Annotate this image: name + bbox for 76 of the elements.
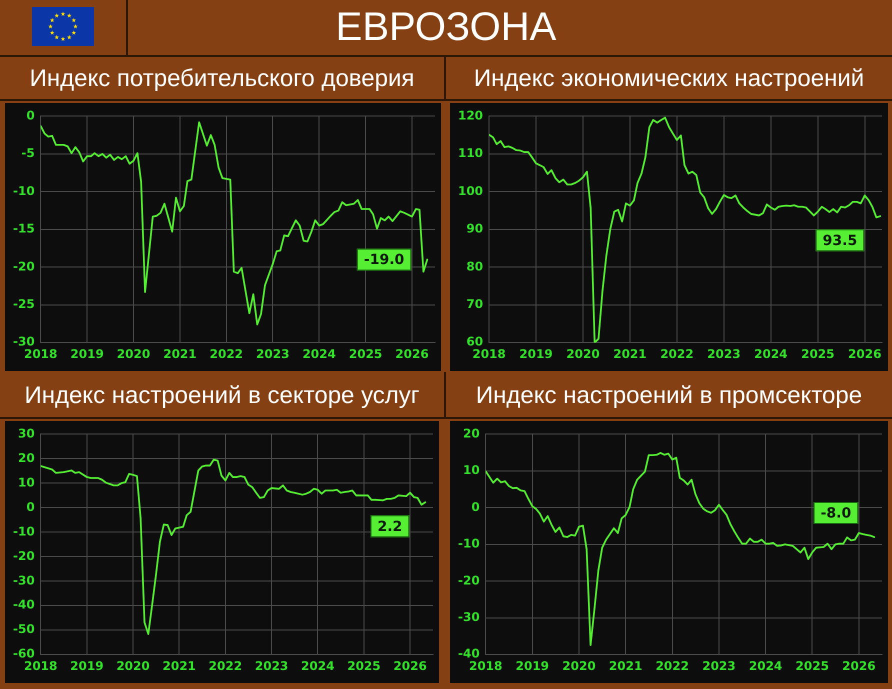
x-tick-label: 2019 [70,346,104,361]
x-tick-label: 2018 [24,658,58,673]
x-tick-label: 2024 [748,658,782,673]
x-tick-label: 2020 [116,346,150,361]
x-tick-label: 2023 [702,658,736,673]
x-tick-label: 2022 [660,346,694,361]
x-tick-label: 2020 [562,658,596,673]
y-tick-label: -40 [12,598,35,612]
chart-title: Индекс настроений в промсекторе [446,372,892,419]
y-tick-label: 0 [26,500,35,514]
y-tick-label: -10 [458,536,480,551]
y-tick-label: -15 [12,222,35,236]
y-tick-label: 120 [458,108,484,122]
annotation: 93.5 [822,232,858,249]
y-tick-label: 10 [462,463,480,478]
x-tick-label: 2018 [472,346,506,361]
y-tick-label: 20 [462,426,480,440]
y-tick-label: 0 [26,108,35,122]
x-tick-label: 2021 [163,346,197,361]
chart-title: Индекс экономических настроений [446,57,892,101]
x-tick-label: 2019 [70,658,104,673]
x-tick-label: 2024 [301,658,334,673]
x-tick-label: 2021 [608,658,642,673]
y-tick-label: 0 [471,500,480,514]
chart-title: Индекс потребительского доверия [0,57,446,101]
y-tick-label: -60 [12,646,35,661]
y-tick-label: -30 [12,334,35,349]
y-tick-label: -20 [12,259,35,274]
y-tick-label: -10 [12,524,35,538]
x-tick-label: 2020 [566,346,600,361]
y-tick-label: -50 [12,622,35,636]
y-tick-label: -5 [21,146,35,160]
x-tick-label: 2026 [848,346,882,361]
text: ЕВРОЗОНА [0,0,892,55]
x-tick-label: 2021 [162,658,196,673]
y-tick-label: -25 [12,296,35,311]
y-tick-label: 80 [466,259,484,274]
y-tick-label: -10 [12,184,35,198]
x-tick-label: 2022 [208,658,242,673]
x-tick-label: 2023 [254,658,288,673]
y-tick-label: 60 [466,334,484,349]
y-tick-label: -20 [458,573,480,588]
x-tick-label: 2024 [302,346,336,361]
y-tick-label: -40 [458,646,480,661]
x-tick-label: 2026 [393,658,427,673]
x-tick-label: 2019 [519,346,553,361]
y-tick-label: 20 [18,450,35,465]
y-tick-label: 70 [466,296,484,311]
x-tick-label: 2025 [796,658,829,673]
y-tick-label: 10 [18,475,35,490]
x-tick-label: 2025 [801,346,834,361]
x-tick-label: 2019 [516,658,550,673]
x-tick-label: 2026 [395,346,429,361]
x-tick-label: 2022 [210,346,244,361]
y-tick-label: 100 [458,184,484,198]
y-tick-label: -20 [12,548,35,563]
y-tick-label: 110 [458,146,484,160]
y-tick-label: -30 [458,610,480,624]
x-tick-label: 2020 [116,658,150,673]
x-tick-label: 2025 [347,658,381,673]
x-tick-label: 2022 [656,658,689,673]
x-tick-label: 2023 [707,346,741,361]
y-tick-label: 30 [18,426,35,440]
x-tick-label: 2024 [754,346,788,361]
x-tick-label: 2025 [348,346,382,361]
chart-title: Индекс настроений в секторе услуг [0,372,446,419]
x-tick-label: 2018 [24,346,58,361]
y-tick-label: 90 [466,222,484,236]
y-tick-label: -30 [12,573,35,588]
x-tick-label: 2026 [842,658,876,673]
annotation: -19.0 [364,252,404,268]
x-tick-label: 2021 [613,346,647,361]
annotation: -8.0 [820,506,852,522]
x-tick-label: 2018 [468,658,502,673]
x-tick-label: 2023 [256,346,290,361]
annotation: 2.2 [377,518,402,535]
